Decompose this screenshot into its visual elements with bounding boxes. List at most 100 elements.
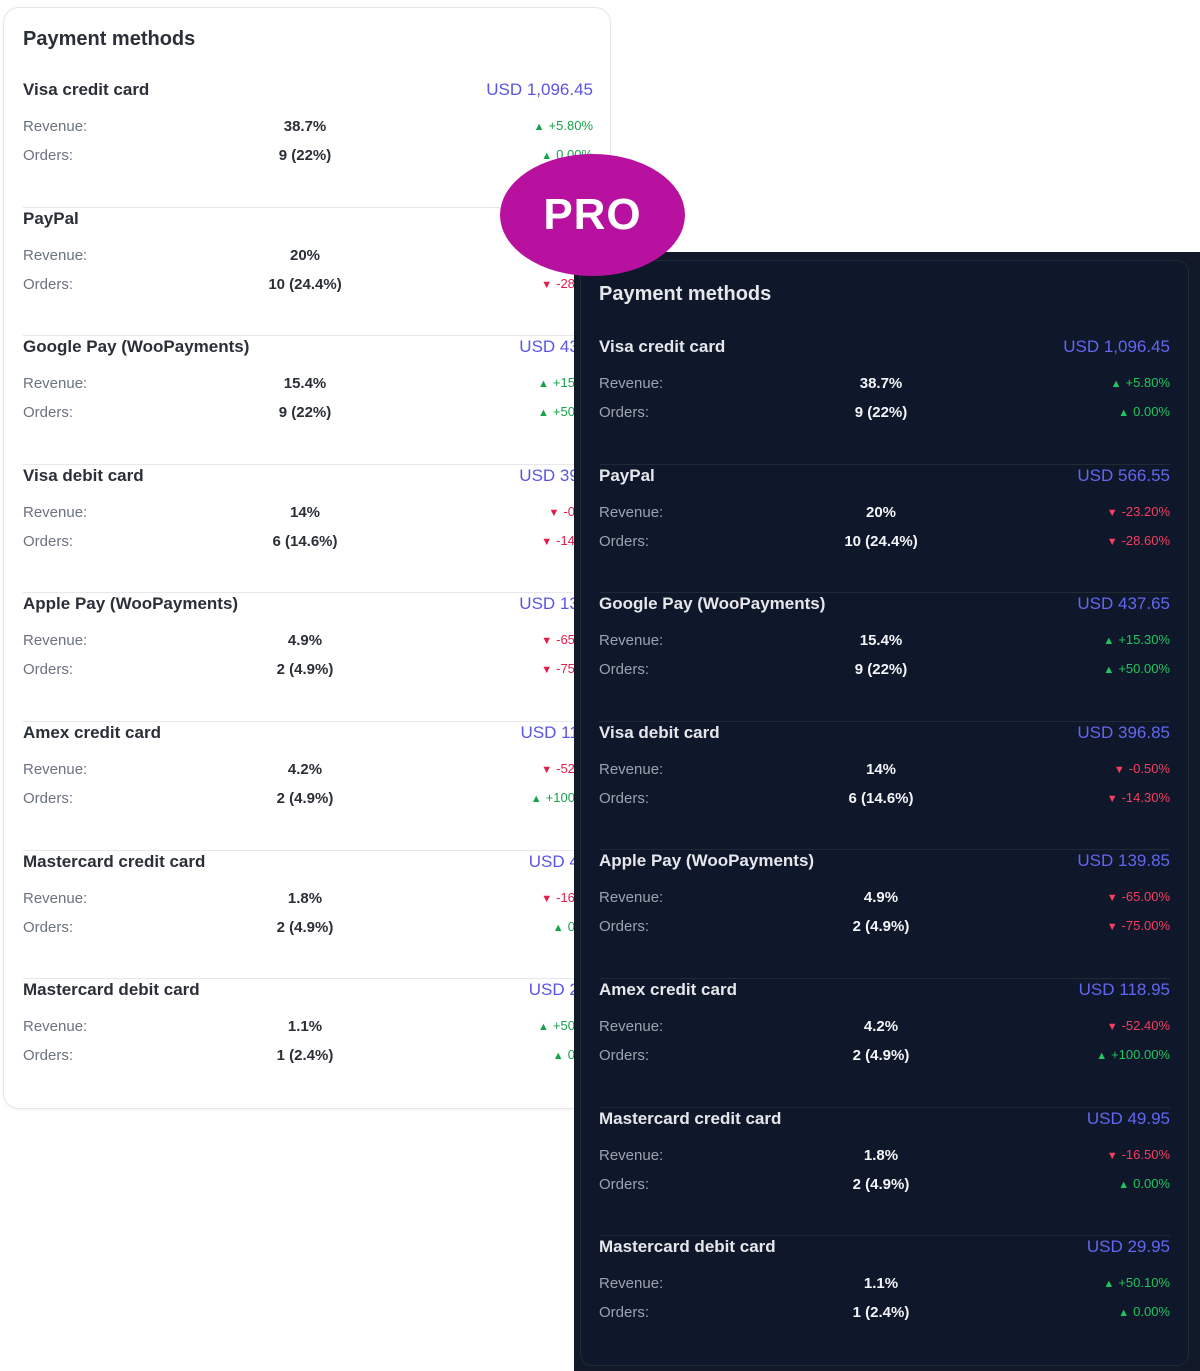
revenue-label: Revenue: — [599, 503, 664, 521]
revenue-row: Revenue: 4.2% ▼ -52.40% — [599, 1016, 1170, 1038]
divider — [23, 720, 593, 722]
revenue-change: ▲ +50.10% — [1103, 1275, 1170, 1290]
triangle-down-icon: ▼ — [1106, 1149, 1118, 1162]
orders-change: ▲0.00% — [1118, 404, 1170, 419]
orders-change: ▲ +50.00% — [1103, 661, 1170, 676]
revenue-share: 38.7% — [859, 375, 903, 392]
orders-label: Orders: — [23, 661, 74, 679]
orders-label: Orders: — [599, 661, 650, 679]
orders-count: 9 (22%) — [278, 147, 332, 164]
revenue-row: Revenue: 15.4% ▲ +15.30 — [23, 373, 593, 395]
method-name: Apple Pay (WooPayments) — [23, 594, 239, 614]
method-name: PayPal — [599, 465, 655, 485]
orders-row: Orders: 10 (24.4%) ▼ -28.60% — [599, 531, 1170, 553]
triangle-down-icon: ▼ — [1113, 763, 1125, 776]
revenue-row: Revenue: 14% ▼ -0.50% — [599, 759, 1170, 781]
triangle-up-icon: ▲ — [1118, 1307, 1130, 1320]
orders-change: ▼ -28.60% — [1107, 533, 1170, 548]
revenue-share: 4.2% — [863, 1017, 899, 1035]
orders-change-value: 0.00% — [1133, 1175, 1170, 1191]
revenue-label: Revenue: — [23, 1018, 88, 1036]
orders-label: Orders: — [599, 1304, 650, 1322]
revenue-label: Revenue: — [23, 889, 88, 907]
triangle-up-icon: ▲ — [1103, 635, 1115, 648]
revenue-share: 1.1% — [863, 1275, 899, 1293]
orders-change: ▲0.00% — [1118, 1176, 1170, 1191]
triangle-down-icon: ▼ — [541, 763, 553, 776]
revenue-label: Revenue: — [23, 118, 88, 135]
orders-change-value: +100.00% — [1111, 1046, 1170, 1062]
triangle-down-icon: ▼ — [1106, 792, 1118, 805]
orders-count: 2 (4.9%) — [852, 1175, 910, 1193]
triangle-up-icon: ▲ — [537, 407, 549, 420]
divider — [599, 1235, 1170, 1237]
triangle-up-icon: ▲ — [1103, 1278, 1115, 1291]
orders-count: 6 (14.6%) — [272, 532, 338, 550]
revenue-label: Revenue: — [23, 375, 88, 393]
orders-label: Orders: — [599, 404, 650, 421]
method-name: Visa credit card — [23, 80, 150, 99]
revenue-row: Revenue: 38.7% ▲ +5.80% — [599, 373, 1170, 395]
orders-label: Orders: — [599, 789, 650, 807]
orders-label: Orders: — [599, 1175, 650, 1193]
revenue-share: 14% — [289, 503, 321, 521]
payment-methods-card-light: Payment methods Visa credit card USD 1,09… — [3, 7, 611, 1109]
triangle-down-icon: ▼ — [1106, 535, 1118, 548]
method-amount: USD 396.85 — [1077, 722, 1170, 742]
orders-row: Orders: 2 (4.9%) ▲ +100.00% — [599, 1045, 1170, 1067]
revenue-share: 1.1% — [287, 1018, 323, 1036]
orders-count: 10 (24.4%) — [844, 532, 918, 550]
revenue-change: ▲ +15.30% — [1103, 632, 1170, 647]
orders-change-value: -75.00% — [1121, 918, 1170, 934]
revenue-label: Revenue: — [599, 1275, 664, 1293]
orders-label: Orders: — [23, 275, 74, 293]
triangle-up-icon: ▲ — [537, 1021, 549, 1034]
revenue-change-value: +5.80% — [548, 118, 593, 133]
orders-label: Orders: — [23, 918, 74, 936]
orders-change: ▼ -14.30% — [1107, 790, 1170, 805]
revenue-row: Revenue: 20% ▼ -23.20% — [599, 502, 1170, 524]
revenue-share: 4.9% — [863, 889, 899, 907]
method-name: PayPal — [23, 208, 79, 228]
triangle-down-icon: ▼ — [541, 535, 553, 548]
orders-label: Orders: — [23, 789, 74, 807]
revenue-share: 4.9% — [287, 632, 323, 650]
divider — [23, 592, 593, 594]
method-amount: USD 29.95 — [1086, 1237, 1170, 1257]
revenue-change: ▲ +5.80% — [1111, 375, 1170, 390]
revenue-row: Revenue: 1.8% ▼ -16.50% — [599, 1145, 1170, 1167]
revenue-share: 20% — [865, 503, 897, 521]
revenue-share: 38.7% — [283, 118, 327, 135]
revenue-change: ▲ +5.80% — [534, 118, 593, 133]
orders-row: Orders: 2 (4.9%) ▲ +100.00 — [23, 788, 593, 810]
triangle-up-icon: ▲ — [530, 792, 542, 805]
revenue-change: ▼ -23.20% — [1107, 504, 1170, 519]
revenue-label: Revenue: — [23, 503, 88, 521]
method-name: Mastercard debit card — [23, 980, 200, 1000]
revenue-share: 1.8% — [863, 1146, 899, 1164]
triangle-up-icon: ▲ — [1110, 378, 1122, 390]
orders-change-value: -14.30% — [1121, 789, 1170, 805]
revenue-share: 14% — [865, 760, 897, 778]
payment-method-item: Google Pay (WooPayments) USD 437.65 Revenu… — [599, 593, 1170, 722]
revenue-label: Revenue: — [599, 760, 664, 778]
orders-row: Orders:6 (14.6%)▼-14.30 — [23, 531, 593, 553]
revenue-change-value: -52.40% — [1121, 1017, 1170, 1033]
revenue-label: Revenue: — [23, 246, 88, 264]
divider — [599, 977, 1170, 979]
orders-change: ▲ +100.00% — [1096, 1047, 1170, 1062]
payment-method-item: PayPal USD 566.55 Revenue: 20% ▼ -23.20% Order… — [599, 465, 1170, 594]
triangle-down-icon: ▼ — [541, 664, 553, 677]
payment-methods-list: Visa credit card USD 1,096.45 Revenue: 38.7… — [599, 336, 1170, 1365]
divider — [599, 849, 1170, 851]
triangle-up-icon: ▲ — [533, 121, 545, 133]
revenue-row: Revenue: 1.1% ▲ +50.10% — [599, 1273, 1170, 1295]
orders-label: Orders: — [599, 1046, 650, 1064]
method-name: Visa debit card — [23, 465, 144, 485]
orders-row: Orders: 9 (22%) ▲ +50.00 — [23, 402, 593, 424]
revenue-row: Revenue: 38.7% ▲ +5.80% — [23, 116, 593, 138]
revenue-row: Revenue:4.9%▼-65.00 — [23, 630, 593, 652]
